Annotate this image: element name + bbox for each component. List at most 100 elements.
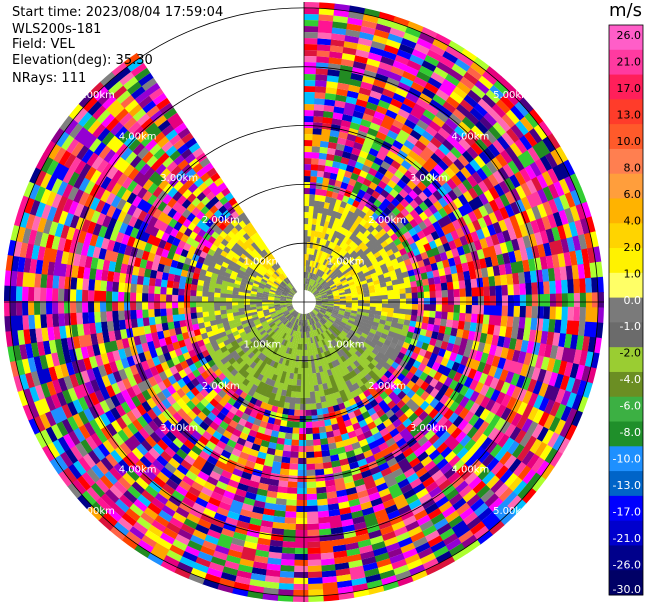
ray-gates bbox=[377, 17, 394, 28]
ray-gates bbox=[101, 269, 109, 282]
ray-gates bbox=[463, 438, 476, 452]
ray-gates bbox=[475, 126, 502, 152]
ray-gates bbox=[332, 404, 358, 464]
ray-gates bbox=[311, 146, 321, 153]
ray-gates bbox=[311, 197, 337, 274]
ray-gates bbox=[90, 432, 103, 447]
ray-gates bbox=[77, 229, 173, 267]
ray-gates bbox=[135, 343, 144, 355]
ray-gates bbox=[498, 251, 572, 276]
ray-gates bbox=[406, 89, 450, 146]
ray-gates bbox=[543, 242, 552, 257]
ray-gates bbox=[577, 263, 586, 280]
ray-gates bbox=[327, 406, 349, 467]
ray-gates bbox=[225, 268, 255, 283]
ray-gates bbox=[406, 236, 416, 246]
ray-gates bbox=[93, 402, 105, 417]
ray-gates bbox=[505, 226, 561, 254]
ray-gates bbox=[475, 120, 489, 135]
ray-gates bbox=[174, 349, 210, 373]
ray-gates bbox=[132, 142, 146, 156]
ray-gates bbox=[345, 424, 355, 434]
ray-gates bbox=[326, 290, 333, 295]
ray-gates bbox=[321, 305, 328, 309]
ray-gates bbox=[254, 413, 289, 558]
ray-gates bbox=[320, 308, 399, 345]
ray-gates bbox=[468, 155, 553, 212]
colorbar-tick-label: 10.0 bbox=[617, 135, 642, 148]
ray-gates bbox=[209, 281, 293, 301]
ray-gates bbox=[319, 287, 332, 295]
ray-gates bbox=[171, 434, 199, 465]
ray-gates bbox=[161, 231, 171, 242]
ray-gates bbox=[90, 329, 122, 346]
ray-gates bbox=[419, 381, 430, 392]
ray-gates bbox=[327, 184, 335, 192]
ray-gates bbox=[313, 232, 391, 295]
ray-gates bbox=[318, 528, 332, 536]
ray-gates bbox=[362, 178, 372, 188]
ray-gates bbox=[144, 166, 156, 180]
ray-gates bbox=[436, 442, 487, 495]
ray-gates bbox=[191, 405, 202, 416]
ray-gates bbox=[507, 305, 544, 320]
ray-gates bbox=[146, 381, 182, 409]
ray-gates bbox=[208, 306, 293, 343]
ray-gates bbox=[205, 270, 276, 295]
ray-gates bbox=[471, 278, 586, 297]
ray-gates bbox=[540, 330, 549, 345]
ray-gates bbox=[482, 343, 492, 355]
ray-gates bbox=[351, 185, 527, 279]
ray-gates bbox=[305, 284, 308, 291]
ray-gates bbox=[295, 475, 308, 531]
ray-gates bbox=[429, 282, 538, 299]
ray-gates bbox=[453, 192, 576, 249]
ray-gates bbox=[207, 320, 268, 355]
ray-gates bbox=[226, 438, 237, 449]
ray-gates bbox=[51, 162, 70, 181]
ray-gates bbox=[475, 189, 582, 241]
ray-gates bbox=[371, 471, 384, 481]
colorbar-swatch bbox=[609, 124, 643, 150]
ray-gates bbox=[163, 461, 177, 474]
ray-gates bbox=[413, 406, 425, 418]
ray-gates bbox=[192, 187, 264, 261]
ray-gates bbox=[595, 322, 604, 339]
ray-gates bbox=[484, 256, 493, 268]
ray-gates bbox=[474, 381, 556, 430]
ray-gates bbox=[380, 374, 389, 383]
ray-gates bbox=[462, 243, 471, 255]
ray-gates bbox=[202, 186, 212, 197]
ray-gates bbox=[141, 250, 150, 261]
ray-gates bbox=[148, 87, 164, 101]
ray-gates bbox=[433, 157, 503, 212]
ray-gates bbox=[380, 493, 394, 504]
ray-gates bbox=[482, 276, 490, 288]
ray-gates bbox=[194, 496, 209, 508]
ray-gates bbox=[317, 223, 364, 284]
ray-gates bbox=[220, 571, 237, 582]
ray-gates bbox=[48, 328, 201, 382]
ray-gates bbox=[331, 64, 380, 200]
ray-gates bbox=[227, 343, 241, 354]
ray-gates bbox=[411, 125, 438, 157]
ray-gates bbox=[132, 171, 150, 188]
colorbar-swatch bbox=[609, 198, 643, 224]
ray-gates bbox=[140, 134, 166, 160]
ray-gates bbox=[513, 294, 520, 307]
ray-gates bbox=[448, 400, 495, 438]
ray-gates bbox=[391, 21, 408, 33]
ray-gates bbox=[18, 194, 30, 213]
ray-gates bbox=[499, 193, 511, 208]
ray-gates bbox=[78, 92, 94, 108]
ray-gates bbox=[71, 478, 87, 495]
ray-gates bbox=[166, 112, 231, 197]
ray-gates bbox=[430, 162, 570, 241]
ray-gates bbox=[95, 451, 157, 512]
ray-gates bbox=[279, 421, 300, 572]
ray-gates bbox=[276, 594, 294, 602]
ray-gates bbox=[179, 174, 199, 194]
ray-gates bbox=[341, 413, 350, 422]
ray-gates bbox=[597, 307, 604, 324]
ring-label: 5.00km bbox=[493, 506, 531, 517]
